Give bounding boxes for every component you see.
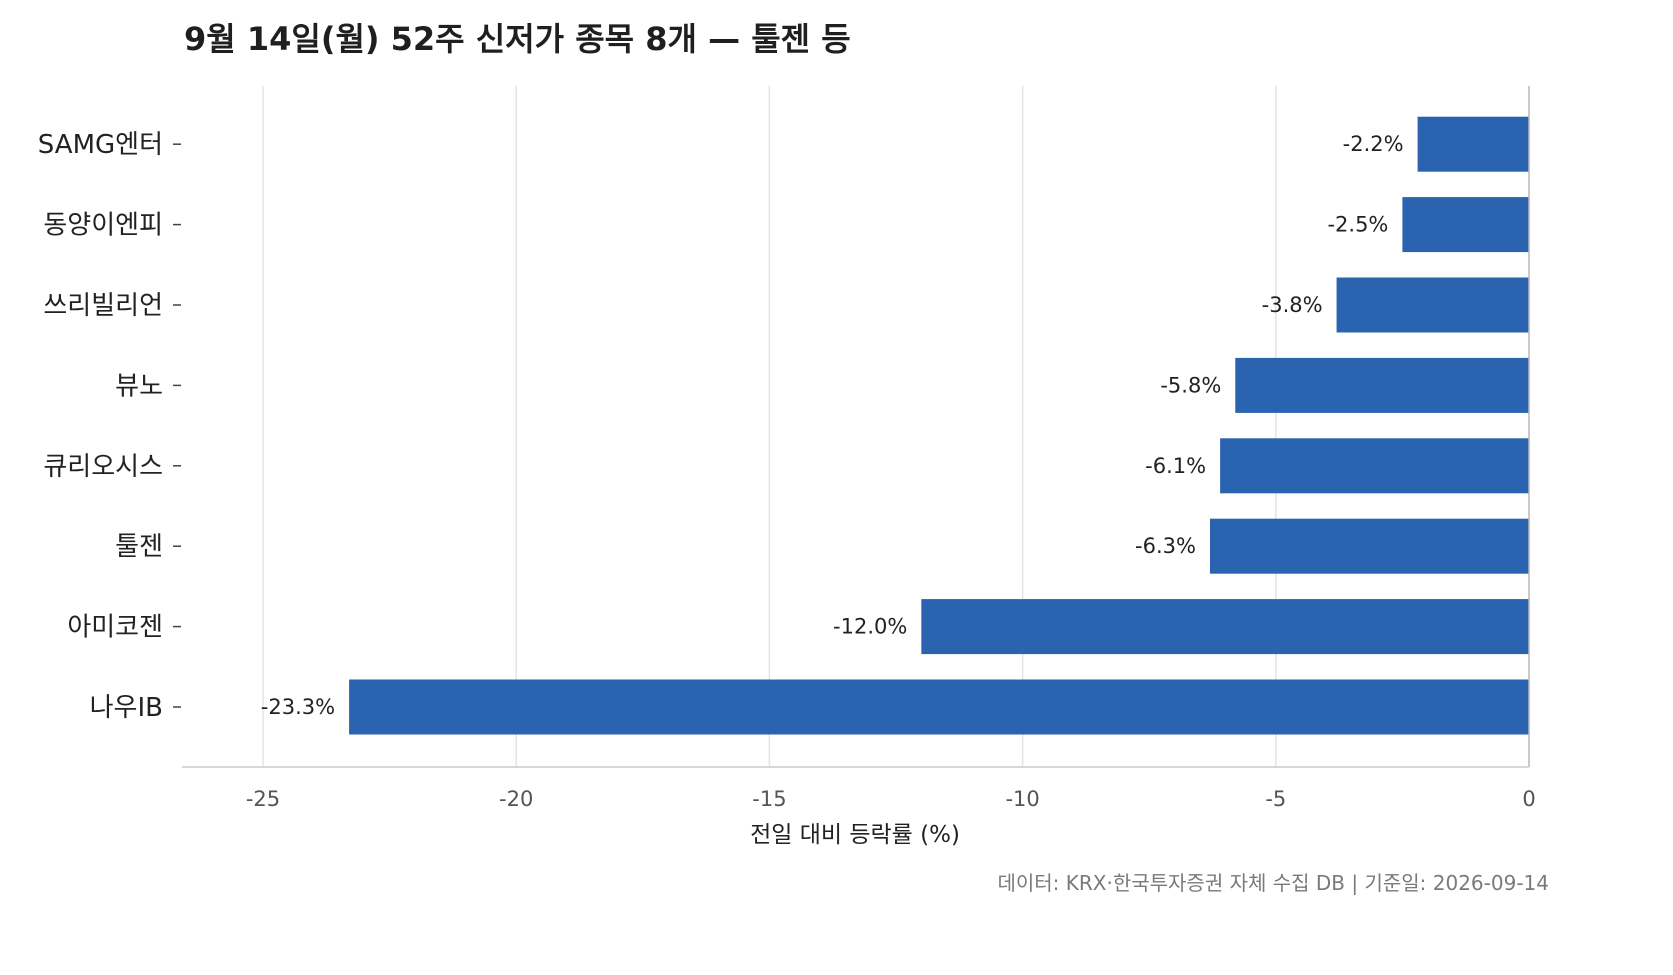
value-label: -6.3%	[1135, 534, 1196, 558]
category-label: SAMG엔터	[38, 130, 163, 160]
value-label: -12.0%	[833, 615, 907, 639]
category-label: 동양이엔피	[43, 211, 163, 241]
bar	[921, 599, 1529, 655]
x-tick-label: -20	[499, 787, 533, 811]
category-label: 쓰리빌리언	[43, 291, 163, 321]
value-labels-layer: -2.2% -2.5% -3.8% -5.8% -6.1% -6.3% -12.0% -23.…	[261, 132, 1404, 719]
chart-footer: 데이터: KRX·한국투자증권 자체 수집 DB | 기준일: 2026-09-…	[997, 871, 1549, 895]
chart-title: 9월 14일(월) 52주 신저가 종목 8개 — 툴젠 등	[184, 20, 851, 58]
value-label: -2.5%	[1327, 213, 1388, 237]
category-label: 아미코젠	[67, 613, 163, 643]
x-tick-label: -5	[1265, 787, 1286, 811]
bar	[1235, 357, 1529, 413]
x-tick-label: 0	[1522, 787, 1535, 811]
x-axis-label: 전일 대비 등락률 (%)	[750, 822, 960, 848]
category-label: 툴젠	[115, 532, 163, 562]
value-label: -2.2%	[1343, 132, 1404, 156]
x-tick-label: -10	[1005, 787, 1039, 811]
value-label: -3.8%	[1262, 293, 1323, 317]
axes-layer: -25 -20 -15 -10 -5 0 SAMG엔터동양이엔피쓰리빌리언뷰노큐리오시스툴젠…	[38, 86, 1536, 811]
bar	[1209, 518, 1529, 574]
bar	[1336, 277, 1529, 333]
value-label: -5.8%	[1160, 373, 1221, 397]
category-label: 뷰노	[115, 371, 163, 401]
bar	[349, 679, 1529, 735]
value-label: -6.1%	[1145, 454, 1206, 478]
x-tick-label: -15	[752, 787, 786, 811]
value-label: -23.3%	[261, 695, 335, 719]
category-label: 나우IB	[90, 693, 163, 723]
category-label: 큐리오시스	[43, 452, 163, 482]
bars-layer	[349, 116, 1529, 735]
bar	[1417, 116, 1529, 172]
x-tick-label: -25	[246, 787, 280, 811]
grid-layer	[262, 86, 1277, 767]
bar	[1220, 438, 1529, 494]
bar	[1402, 197, 1529, 253]
